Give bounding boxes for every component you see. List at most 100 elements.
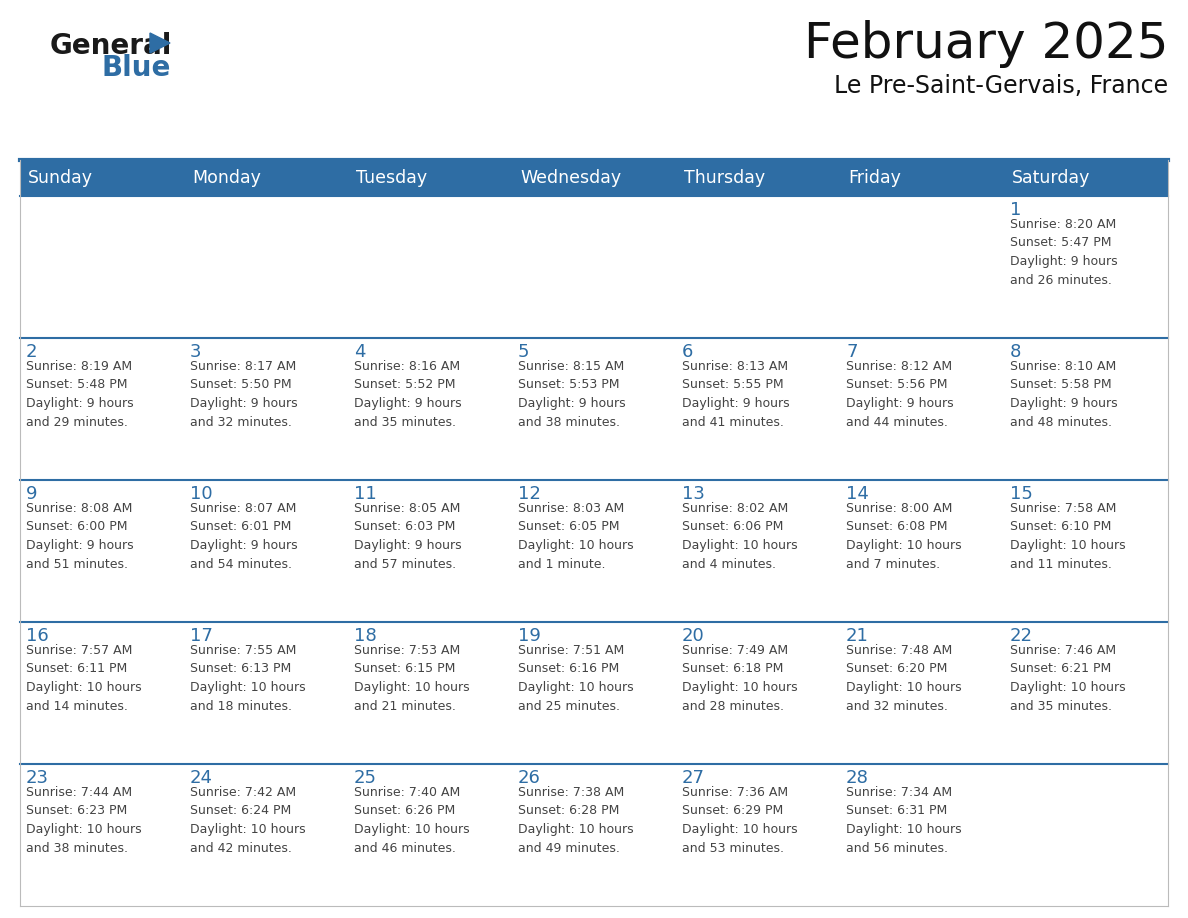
Text: 27: 27	[682, 769, 704, 787]
Bar	[1004, 622, 1168, 764]
Text: Sunrise: 8:05 AM
Sunset: 6:03 PM
Daylight: 9 hours
and 57 minutes.: Sunrise: 8:05 AM Sunset: 6:03 PM Dayligh…	[354, 502, 462, 570]
Text: Sunrise: 8:00 AM
Sunset: 6:08 PM
Daylight: 10 hours
and 7 minutes.: Sunrise: 8:00 AM Sunset: 6:08 PM Dayligh…	[846, 502, 961, 570]
Bar	[20, 338, 184, 480]
Text: 24: 24	[190, 769, 213, 787]
Bar	[20, 160, 1168, 196]
Text: 13: 13	[682, 485, 704, 503]
Text: 4: 4	[354, 343, 366, 361]
Text: Sunrise: 7:55 AM
Sunset: 6:13 PM
Daylight: 10 hours
and 18 minutes.: Sunrise: 7:55 AM Sunset: 6:13 PM Dayligh…	[190, 644, 305, 712]
Bar	[676, 622, 840, 764]
Bar	[20, 764, 184, 906]
Text: 8: 8	[1010, 343, 1022, 361]
Text: Sunrise: 7:34 AM
Sunset: 6:31 PM
Daylight: 10 hours
and 56 minutes.: Sunrise: 7:34 AM Sunset: 6:31 PM Dayligh…	[846, 786, 961, 855]
Bar	[512, 480, 676, 622]
Text: General: General	[50, 32, 172, 60]
Polygon shape	[150, 33, 170, 53]
Bar	[348, 764, 512, 906]
Text: 21: 21	[846, 627, 868, 645]
Text: Sunrise: 7:36 AM
Sunset: 6:29 PM
Daylight: 10 hours
and 53 minutes.: Sunrise: 7:36 AM Sunset: 6:29 PM Dayligh…	[682, 786, 797, 855]
Bar	[676, 196, 840, 338]
Text: 26: 26	[518, 769, 541, 787]
Bar	[184, 480, 348, 622]
Text: Tuesday: Tuesday	[356, 169, 428, 187]
Text: 11: 11	[354, 485, 377, 503]
Text: Sunrise: 8:20 AM
Sunset: 5:47 PM
Daylight: 9 hours
and 26 minutes.: Sunrise: 8:20 AM Sunset: 5:47 PM Dayligh…	[1010, 218, 1118, 286]
Bar	[676, 764, 840, 906]
Bar	[840, 480, 1004, 622]
Bar	[512, 196, 676, 338]
Text: 14: 14	[846, 485, 868, 503]
Bar	[1004, 480, 1168, 622]
Bar	[676, 480, 840, 622]
Text: Friday: Friday	[848, 169, 901, 187]
Text: 17: 17	[190, 627, 213, 645]
Text: 19: 19	[518, 627, 541, 645]
Text: 25: 25	[354, 769, 377, 787]
Text: Sunrise: 8:16 AM
Sunset: 5:52 PM
Daylight: 9 hours
and 35 minutes.: Sunrise: 8:16 AM Sunset: 5:52 PM Dayligh…	[354, 360, 462, 429]
Text: Sunrise: 8:15 AM
Sunset: 5:53 PM
Daylight: 9 hours
and 38 minutes.: Sunrise: 8:15 AM Sunset: 5:53 PM Dayligh…	[518, 360, 626, 429]
Text: Monday: Monday	[192, 169, 261, 187]
Text: Blue: Blue	[102, 54, 171, 82]
Text: February 2025: February 2025	[803, 20, 1168, 68]
Text: Sunrise: 7:51 AM
Sunset: 6:16 PM
Daylight: 10 hours
and 25 minutes.: Sunrise: 7:51 AM Sunset: 6:16 PM Dayligh…	[518, 644, 633, 712]
Text: Le Pre-Saint-Gervais, France: Le Pre-Saint-Gervais, France	[834, 74, 1168, 98]
Text: Sunrise: 7:58 AM
Sunset: 6:10 PM
Daylight: 10 hours
and 11 minutes.: Sunrise: 7:58 AM Sunset: 6:10 PM Dayligh…	[1010, 502, 1125, 570]
Text: 22: 22	[1010, 627, 1034, 645]
Text: Sunrise: 8:08 AM
Sunset: 6:00 PM
Daylight: 9 hours
and 51 minutes.: Sunrise: 8:08 AM Sunset: 6:00 PM Dayligh…	[26, 502, 133, 570]
Text: Wednesday: Wednesday	[520, 169, 621, 187]
Text: Sunrise: 7:49 AM
Sunset: 6:18 PM
Daylight: 10 hours
and 28 minutes.: Sunrise: 7:49 AM Sunset: 6:18 PM Dayligh…	[682, 644, 797, 712]
Text: Sunrise: 8:17 AM
Sunset: 5:50 PM
Daylight: 9 hours
and 32 minutes.: Sunrise: 8:17 AM Sunset: 5:50 PM Dayligh…	[190, 360, 298, 429]
Text: 5: 5	[518, 343, 530, 361]
Text: 28: 28	[846, 769, 868, 787]
Text: Sunrise: 8:07 AM
Sunset: 6:01 PM
Daylight: 9 hours
and 54 minutes.: Sunrise: 8:07 AM Sunset: 6:01 PM Dayligh…	[190, 502, 298, 570]
Text: 2: 2	[26, 343, 38, 361]
Text: Sunrise: 7:44 AM
Sunset: 6:23 PM
Daylight: 10 hours
and 38 minutes.: Sunrise: 7:44 AM Sunset: 6:23 PM Dayligh…	[26, 786, 141, 855]
Text: Sunrise: 7:46 AM
Sunset: 6:21 PM
Daylight: 10 hours
and 35 minutes.: Sunrise: 7:46 AM Sunset: 6:21 PM Dayligh…	[1010, 644, 1125, 712]
Text: 18: 18	[354, 627, 377, 645]
Text: Sunrise: 7:42 AM
Sunset: 6:24 PM
Daylight: 10 hours
and 42 minutes.: Sunrise: 7:42 AM Sunset: 6:24 PM Dayligh…	[190, 786, 305, 855]
Text: 16: 16	[26, 627, 49, 645]
Text: Sunrise: 8:13 AM
Sunset: 5:55 PM
Daylight: 9 hours
and 41 minutes.: Sunrise: 8:13 AM Sunset: 5:55 PM Dayligh…	[682, 360, 790, 429]
Bar	[184, 764, 348, 906]
Text: Sunrise: 7:57 AM
Sunset: 6:11 PM
Daylight: 10 hours
and 14 minutes.: Sunrise: 7:57 AM Sunset: 6:11 PM Dayligh…	[26, 644, 141, 712]
Bar	[184, 196, 348, 338]
Text: Sunrise: 7:38 AM
Sunset: 6:28 PM
Daylight: 10 hours
and 49 minutes.: Sunrise: 7:38 AM Sunset: 6:28 PM Dayligh…	[518, 786, 633, 855]
Bar	[840, 196, 1004, 338]
Bar	[348, 338, 512, 480]
Text: 6: 6	[682, 343, 694, 361]
Bar	[512, 338, 676, 480]
Text: 9: 9	[26, 485, 38, 503]
Text: 1: 1	[1010, 201, 1022, 219]
Text: Thursday: Thursday	[684, 169, 765, 187]
Bar	[20, 480, 184, 622]
Text: Saturday: Saturday	[1012, 169, 1091, 187]
Text: Sunrise: 8:10 AM
Sunset: 5:58 PM
Daylight: 9 hours
and 48 minutes.: Sunrise: 8:10 AM Sunset: 5:58 PM Dayligh…	[1010, 360, 1118, 429]
Text: Sunday: Sunday	[29, 169, 93, 187]
Text: 23: 23	[26, 769, 49, 787]
Text: 10: 10	[190, 485, 213, 503]
Bar	[20, 622, 184, 764]
Bar	[840, 764, 1004, 906]
Text: 15: 15	[1010, 485, 1032, 503]
Bar	[840, 338, 1004, 480]
Text: Sunrise: 8:19 AM
Sunset: 5:48 PM
Daylight: 9 hours
and 29 minutes.: Sunrise: 8:19 AM Sunset: 5:48 PM Dayligh…	[26, 360, 133, 429]
Text: 20: 20	[682, 627, 704, 645]
Bar	[20, 196, 184, 338]
Bar	[676, 338, 840, 480]
Bar	[1004, 338, 1168, 480]
Bar	[348, 196, 512, 338]
Text: Sunrise: 7:40 AM
Sunset: 6:26 PM
Daylight: 10 hours
and 46 minutes.: Sunrise: 7:40 AM Sunset: 6:26 PM Dayligh…	[354, 786, 469, 855]
Text: Sunrise: 8:03 AM
Sunset: 6:05 PM
Daylight: 10 hours
and 1 minute.: Sunrise: 8:03 AM Sunset: 6:05 PM Dayligh…	[518, 502, 633, 570]
Text: Sunrise: 7:53 AM
Sunset: 6:15 PM
Daylight: 10 hours
and 21 minutes.: Sunrise: 7:53 AM Sunset: 6:15 PM Dayligh…	[354, 644, 469, 712]
Text: Sunrise: 7:48 AM
Sunset: 6:20 PM
Daylight: 10 hours
and 32 minutes.: Sunrise: 7:48 AM Sunset: 6:20 PM Dayligh…	[846, 644, 961, 712]
Bar	[512, 622, 676, 764]
Text: Sunrise: 8:12 AM
Sunset: 5:56 PM
Daylight: 9 hours
and 44 minutes.: Sunrise: 8:12 AM Sunset: 5:56 PM Dayligh…	[846, 360, 954, 429]
Text: 12: 12	[518, 485, 541, 503]
Bar	[184, 338, 348, 480]
Text: 7: 7	[846, 343, 858, 361]
Text: Sunrise: 8:02 AM
Sunset: 6:06 PM
Daylight: 10 hours
and 4 minutes.: Sunrise: 8:02 AM Sunset: 6:06 PM Dayligh…	[682, 502, 797, 570]
Bar	[348, 622, 512, 764]
Bar	[348, 480, 512, 622]
Bar	[184, 622, 348, 764]
Text: 3: 3	[190, 343, 202, 361]
